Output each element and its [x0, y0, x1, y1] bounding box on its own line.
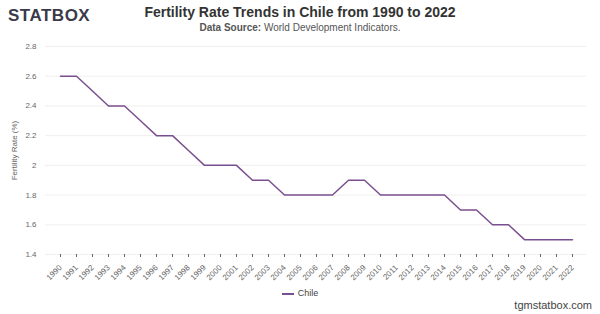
svg-text:2014: 2014 — [429, 263, 448, 282]
svg-text:2.6: 2.6 — [25, 72, 37, 81]
html-text:tgmstatbox.com: tgmstatbox.com — [514, 299, 592, 311]
svg-text:Fertility Rate (%): Fertility Rate (%) — [10, 120, 19, 180]
svg-text:1990: 1990 — [45, 263, 64, 282]
svg-text:1993: 1993 — [93, 263, 112, 282]
svg-text:2: 2 — [32, 161, 37, 170]
svg-text:1.4: 1.4 — [25, 250, 37, 259]
svg-text:2001: 2001 — [221, 263, 240, 282]
svg-text:1994: 1994 — [109, 263, 128, 282]
svg-text:1995: 1995 — [125, 263, 144, 282]
svg-text:2021: 2021 — [541, 263, 560, 282]
svg-text:1997: 1997 — [157, 263, 176, 282]
html-text:Chile: Chile — [297, 288, 319, 298]
svg-text:2022: 2022 — [557, 263, 576, 282]
svg-text:2009: 2009 — [349, 263, 368, 282]
svg-text:2.4: 2.4 — [25, 101, 37, 110]
svg-text:2000: 2000 — [205, 263, 224, 282]
svg-text:2005: 2005 — [285, 263, 304, 282]
svg-text:2013: 2013 — [413, 263, 432, 282]
svg-text:2003: 2003 — [253, 263, 272, 282]
svg-text:2008: 2008 — [333, 263, 352, 282]
svg-text:2015: 2015 — [445, 263, 464, 282]
html-text:STATBOX: STATBOX — [8, 6, 91, 25]
svg-text:2.2: 2.2 — [25, 131, 37, 140]
svg-text:2007: 2007 — [317, 263, 336, 282]
svg-text:2020: 2020 — [525, 263, 544, 282]
svg-text:2002: 2002 — [237, 263, 256, 282]
html-text:Data Source: World Development: Data Source: World Development Indicator… — [199, 22, 401, 33]
svg-text:2019: 2019 — [509, 263, 528, 282]
svg-text:1999: 1999 — [189, 263, 208, 282]
svg-text:1991: 1991 — [61, 263, 80, 282]
svg-text:1998: 1998 — [173, 263, 192, 282]
html-text:Fertility Rate Trends in Chile: Fertility Rate Trends in Chile from 1990… — [144, 4, 456, 20]
svg-text:2011: 2011 — [381, 263, 400, 282]
svg-text:1992: 1992 — [77, 263, 96, 282]
svg-text:2010: 2010 — [365, 263, 384, 282]
svg-text:2006: 2006 — [301, 263, 320, 282]
svg-text:2004: 2004 — [269, 263, 288, 282]
svg-text:2016: 2016 — [461, 263, 480, 282]
svg-text:2012: 2012 — [397, 263, 416, 282]
svg-text:1.6: 1.6 — [25, 220, 37, 229]
svg-text:2.8: 2.8 — [25, 42, 37, 51]
svg-text:2018: 2018 — [493, 263, 512, 282]
svg-text:2017: 2017 — [477, 263, 496, 282]
svg-text:1996: 1996 — [141, 263, 160, 282]
svg-text:1.8: 1.8 — [25, 191, 37, 200]
